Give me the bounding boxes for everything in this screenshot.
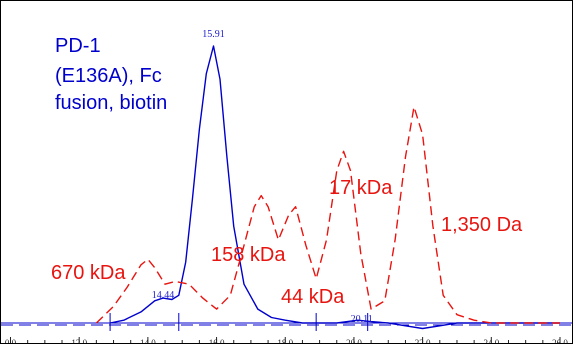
series-line-1 xyxy=(109,45,560,330)
title-line-1: PD-1 xyxy=(55,35,101,57)
x-tick-label-2: 12.0 xyxy=(71,338,87,343)
standard-label-670kda: 670 kDa xyxy=(51,262,126,284)
x-tick-label-3: 14.0 xyxy=(140,338,156,343)
x-tick-label-1: 0.0 xyxy=(5,338,17,343)
integration-markers xyxy=(109,313,369,331)
x-axis: 0.0 12.0 14.0 16.0 18.0 20.0 22.0 24.0 26.0 xyxy=(5,337,568,343)
standard-label-44kda: 44 kDa xyxy=(281,286,345,308)
x-tick-label-4: 16.0 xyxy=(209,338,225,343)
peak-label-1: 15.91 xyxy=(202,29,225,40)
x-tick-label-7: 22.0 xyxy=(415,338,431,343)
standard-label-158kda: 158 kDa xyxy=(211,244,286,266)
series-layer xyxy=(95,45,560,330)
standard-label-17kda: 17 kDa xyxy=(329,177,393,199)
title-line-3: fusion, biotin xyxy=(55,92,167,114)
standard-label-1350da: 1,350 Da xyxy=(441,214,523,236)
series-line-2 xyxy=(95,106,560,324)
x-tick-label-6: 20.0 xyxy=(346,338,362,343)
x-tick-label-5: 18.0 xyxy=(277,338,293,343)
peak-label-3: 20.11 xyxy=(351,314,373,325)
peak-labels: 15.91 14.44 20.11 xyxy=(152,29,373,325)
title-line-2: (E136A), Fc xyxy=(55,65,162,87)
peak-label-2: 14.44 xyxy=(152,290,175,301)
x-tick-label-9: 26.0 xyxy=(552,338,568,343)
x-tick-label-8: 24.0 xyxy=(483,338,499,343)
